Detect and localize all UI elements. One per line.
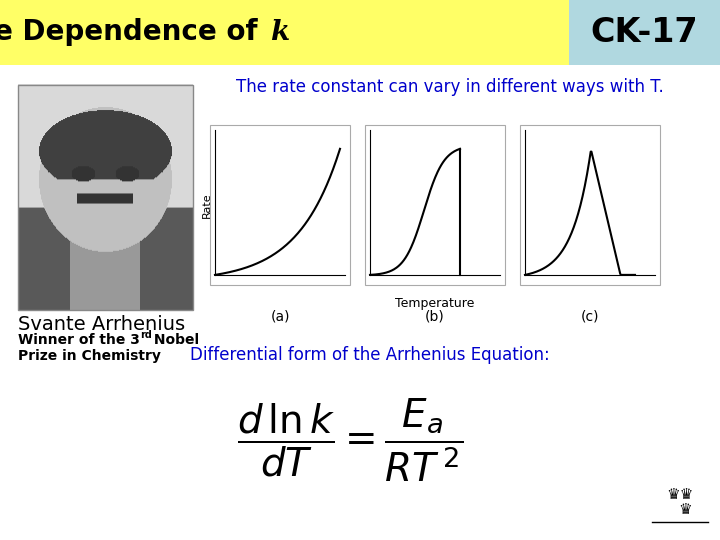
- Bar: [18, 85, 193, 310]
- Text: Temperature: Temperature: [395, 297, 474, 310]
- Text: ♛♛: ♛♛: [667, 487, 693, 502]
- Text: k: k: [270, 19, 289, 46]
- Text: Winner of the 3: Winner of the 3: [18, 333, 140, 347]
- Text: Differential form of the Arrhenius Equation:: Differential form of the Arrhenius Equat…: [190, 346, 550, 364]
- Text: Svante Arrhenius: Svante Arrhenius: [18, 315, 185, 334]
- FancyBboxPatch shape: [210, 125, 350, 285]
- Text: (b): (b): [425, 310, 445, 324]
- Text: rd: rd: [140, 330, 152, 340]
- Text: Temperature Dependence of: Temperature Dependence of: [0, 18, 267, 46]
- Text: The rate constant can vary in different ways with T.: The rate constant can vary in different …: [236, 78, 664, 96]
- Text: Prize in Chemistry: Prize in Chemistry: [18, 349, 161, 363]
- Text: ♛: ♛: [678, 502, 692, 517]
- Text: (c): (c): [581, 310, 599, 324]
- Text: CK-17: CK-17: [590, 16, 698, 49]
- Text: $\dfrac{d\,\ln k}{dT} = \dfrac{E_a}{RT^{\,2}}$: $\dfrac{d\,\ln k}{dT} = \dfrac{E_a}{RT^{…: [237, 396, 463, 484]
- FancyBboxPatch shape: [520, 125, 660, 285]
- Text: Rate: Rate: [202, 192, 212, 218]
- FancyBboxPatch shape: [365, 125, 505, 285]
- Text: Nobel: Nobel: [149, 333, 199, 347]
- Text: (a): (a): [270, 310, 289, 324]
